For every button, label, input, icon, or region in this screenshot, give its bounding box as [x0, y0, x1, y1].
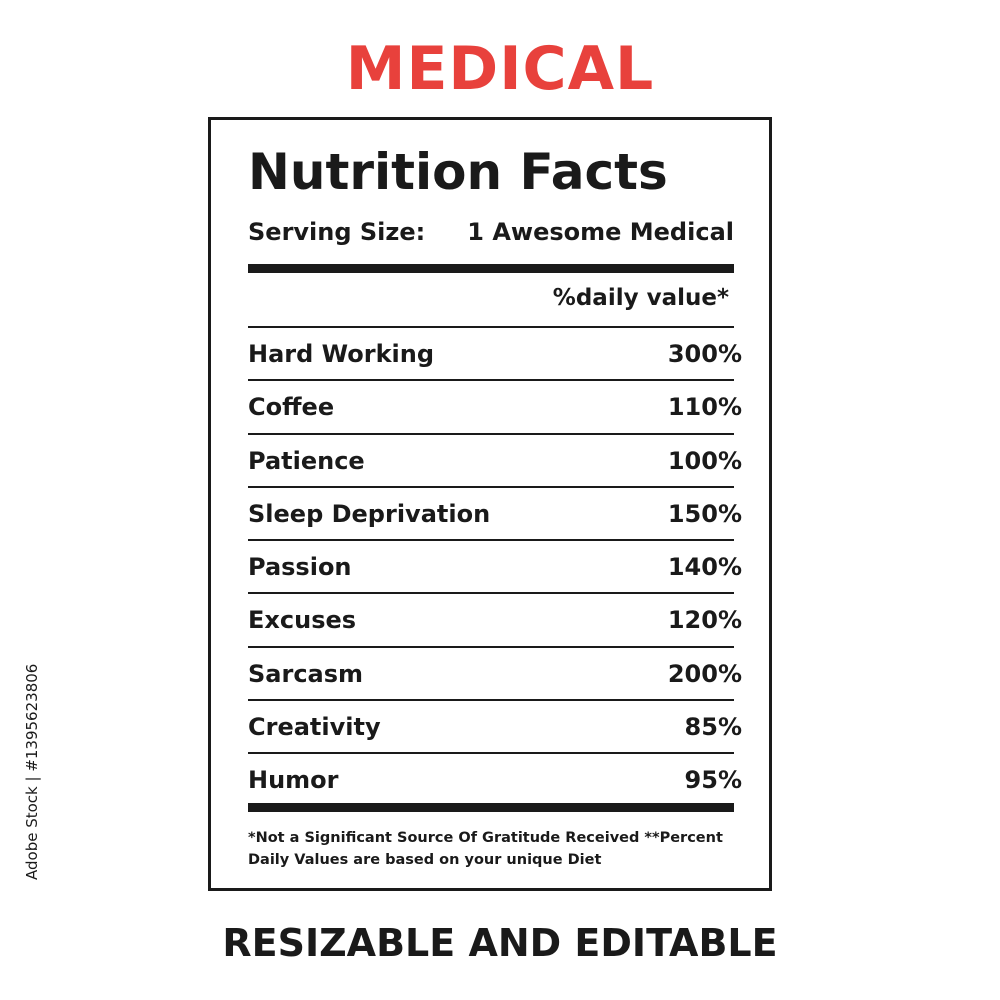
nutrient-value: 85%: [684, 713, 742, 742]
thick-divider-top: [248, 264, 734, 273]
nutrient-value: 100%: [667, 446, 742, 475]
nutrition-label: Nutrition Facts Serving Size: 1 Awesome …: [208, 117, 772, 891]
nutrient-row: Creativity 85%: [248, 699, 742, 752]
nutrient-value: 200%: [667, 659, 742, 688]
nutrient-value: 140%: [667, 553, 742, 582]
serving-size-label: Serving Size:: [248, 218, 426, 246]
nutrient-name: Hard Working: [248, 340, 435, 368]
nutrient-value: 120%: [667, 606, 742, 635]
nutrient-name: Sleep Deprivation: [248, 499, 491, 528]
nutrient-row: Patience 100%: [248, 432, 742, 486]
thick-divider-bottom: [248, 803, 734, 812]
serving-size: Serving Size: 1 Awesome Medical: [248, 215, 734, 249]
nutrient-name: Coffee: [248, 393, 335, 422]
nutrient-rows: Hard Working 300% Coffee 110% Patience 1…: [248, 326, 742, 806]
nutrient-name: Humor: [248, 766, 339, 795]
daily-value-header: %daily value*: [552, 285, 729, 311]
nutrient-row: Coffee 110%: [248, 379, 742, 432]
nutrient-name: Excuses: [248, 606, 357, 635]
nutrient-row: Sarcasm 200%: [248, 645, 742, 699]
nutrient-value: 95%: [684, 766, 742, 795]
nutrient-row: Sleep Deprivation 150%: [248, 485, 742, 539]
nutrient-name: Sarcasm: [248, 659, 364, 688]
nutrient-row: Excuses 120%: [248, 592, 742, 645]
nutrient-name: Patience: [248, 446, 365, 475]
stock-credit: Adobe Stock | #1395623806: [23, 663, 41, 880]
page-title: MEDICAL: [345, 34, 655, 104]
nutrient-row: Passion 140%: [248, 539, 742, 592]
nutrient-name: Creativity: [248, 713, 381, 742]
nutrient-value: 110%: [667, 393, 742, 422]
nutrient-row: Hard Working 300%: [248, 326, 742, 379]
label-heading: Nutrition Facts: [248, 143, 668, 201]
nutrient-row: Humor 95%: [248, 752, 742, 805]
label-footnote: *Not a Significant Source Of Gratitude R…: [248, 830, 723, 868]
nutrient-name: Passion: [248, 553, 352, 582]
nutrient-value: 150%: [667, 499, 742, 528]
nutrient-value: 300%: [667, 340, 742, 368]
tagline: RESIZABLE AND EDITABLE: [222, 921, 778, 965]
serving-size-value: 1 Awesome Medical: [467, 218, 734, 246]
